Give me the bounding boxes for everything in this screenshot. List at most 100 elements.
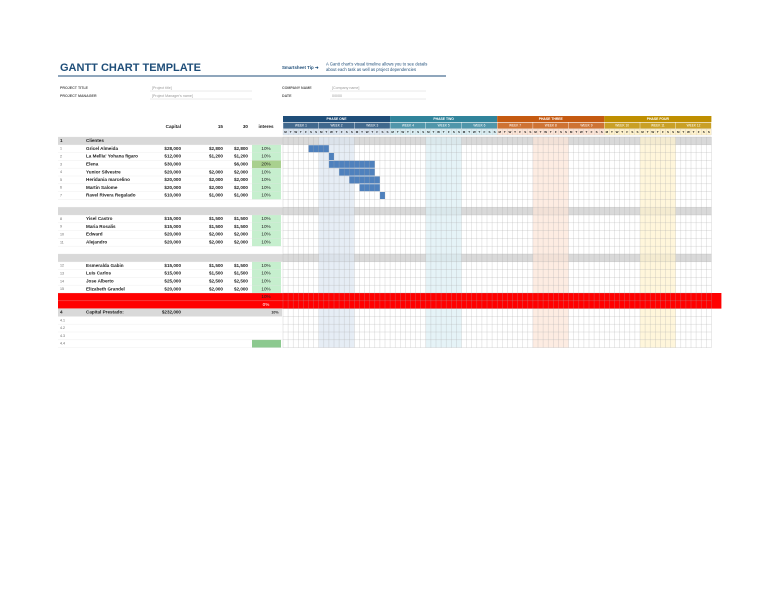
amount: $2,500: [209, 279, 223, 284]
day-name: T: [693, 130, 695, 134]
week-band: [604, 122, 640, 129]
day-name: M: [641, 130, 644, 134]
interest-cell: [252, 160, 281, 169]
interest-cell: [252, 269, 281, 278]
interest: 10%: [261, 286, 270, 291]
day-name: M: [320, 130, 323, 134]
day-name: T: [397, 130, 399, 134]
row-number: 3: [60, 162, 62, 166]
row-number: 4.2: [60, 326, 65, 330]
week-band: [318, 122, 355, 129]
day-name: T: [468, 130, 470, 134]
row-number: 9: [60, 225, 62, 229]
day-name: M: [391, 130, 394, 134]
week-shade: [318, 137, 355, 348]
day-name: T: [300, 130, 302, 134]
day-name: F: [448, 130, 450, 134]
amount: $20,000: [164, 240, 181, 245]
day-name: T: [550, 130, 552, 134]
day-name: S: [524, 130, 526, 134]
day-name: T: [443, 130, 445, 134]
day-name: S: [667, 130, 669, 134]
week-name: WEEK 8: [545, 124, 557, 128]
interest: 10%: [261, 240, 270, 245]
day-name: F: [305, 130, 307, 134]
interest: 10%: [261, 169, 270, 174]
week-shade: [532, 137, 569, 348]
amount: $2,000: [234, 286, 248, 291]
amount: $2,000: [209, 169, 223, 174]
client-name: Elizabeth Grandel: [86, 286, 125, 291]
interest: 10%: [261, 154, 270, 159]
day-name: W: [651, 130, 654, 134]
week-band: [390, 122, 426, 129]
week-band: [461, 122, 497, 129]
amount: $1,500: [234, 216, 248, 221]
interest-cell: [252, 191, 281, 200]
amount: $2,000: [234, 240, 248, 245]
day-name: F: [484, 130, 486, 134]
row-number: 13: [60, 271, 64, 275]
day-name: S: [631, 130, 633, 134]
interest: 10%: [261, 279, 270, 284]
client-name: Esmeralda Gabin: [86, 263, 124, 268]
amount: $2,000: [209, 240, 223, 245]
row-number: 14: [60, 279, 64, 283]
tip-text: A Gantt chart's visual timeline allows y…: [326, 62, 427, 67]
week-name: WEEK 3: [366, 124, 378, 128]
client-name: Heridania marcelino: [86, 177, 130, 182]
day-name: F: [341, 130, 343, 134]
week-band: [640, 122, 676, 129]
day-name: S: [636, 130, 638, 134]
day-name: T: [325, 130, 327, 134]
day-name: S: [601, 130, 603, 134]
day-name: T: [478, 130, 480, 134]
client-name: Gricel Almeida: [86, 146, 118, 151]
green-cell: [252, 339, 281, 348]
amount: $2,000: [209, 177, 223, 182]
day-name: T: [586, 130, 588, 134]
day-name: W: [437, 130, 440, 134]
column-header: 15: [218, 124, 224, 129]
day-name: S: [458, 130, 460, 134]
day-name: S: [315, 130, 317, 134]
day-name: S: [672, 130, 674, 134]
week-band: [426, 122, 462, 129]
amount: $2,800: [209, 146, 223, 151]
client-name: Jose Alberto: [86, 279, 114, 284]
interest-cell: [252, 183, 281, 192]
client-name: Maria Rosalis: [86, 224, 116, 229]
amount: $1,000: [209, 193, 223, 198]
day-name: M: [356, 130, 359, 134]
week-name: WEEK 10: [615, 124, 629, 128]
day-name: T: [682, 130, 684, 134]
interest: 10%: [261, 216, 270, 221]
day-name: W: [473, 130, 476, 134]
day-name: F: [626, 130, 628, 134]
day-name: T: [407, 130, 409, 134]
row-number: 4.1: [60, 318, 65, 322]
phase-name: PHASE ONE: [327, 117, 348, 121]
day-name: S: [494, 130, 496, 134]
summary-capital: $232,000: [162, 310, 182, 315]
interest: 10%: [261, 294, 270, 299]
phase-band: [390, 116, 498, 122]
amount: $1,500: [209, 263, 223, 268]
week-band: [533, 122, 569, 129]
amount: $2,000: [234, 177, 248, 182]
column-header: 30: [243, 124, 249, 129]
day-name: W: [580, 130, 583, 134]
week-band: [568, 122, 605, 129]
day-name: S: [453, 130, 455, 134]
field-label: PROJECT MANAGER: [60, 94, 97, 98]
week-shade: [425, 137, 462, 348]
week-name: WEEK 12: [687, 124, 701, 128]
summary-number: 4: [60, 310, 63, 315]
interest: 10%: [261, 232, 270, 237]
day-name: S: [351, 130, 353, 134]
day-name: T: [371, 130, 373, 134]
day-name: T: [621, 130, 623, 134]
amount: $20,000: [164, 286, 181, 291]
week-name: WEEK 2: [331, 124, 343, 128]
week-band: [675, 122, 712, 129]
